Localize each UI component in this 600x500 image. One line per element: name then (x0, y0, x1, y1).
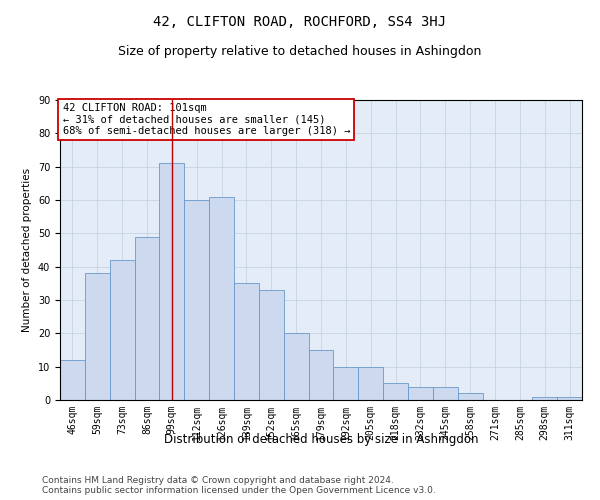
Bar (358, 366, 383, 400)
Bar (383, 384, 408, 400)
Bar (334, 366, 358, 400)
Bar (110, 260, 134, 400)
Bar (284, 334, 308, 400)
Bar (160, 164, 184, 400)
Bar (85, 274, 110, 400)
Text: 42, CLIFTON ROAD, ROCHFORD, SS4 3HJ: 42, CLIFTON ROAD, ROCHFORD, SS4 3HJ (154, 15, 446, 29)
Text: Contains HM Land Registry data © Crown copyright and database right 2024.
Contai: Contains HM Land Registry data © Crown c… (42, 476, 436, 495)
Bar (234, 284, 259, 400)
Bar (184, 200, 209, 400)
Bar (532, 396, 557, 400)
Bar (209, 196, 234, 400)
Bar (433, 386, 458, 400)
Bar (259, 290, 284, 400)
Bar (458, 394, 482, 400)
Text: Distribution of detached houses by size in Ashingdon: Distribution of detached houses by size … (164, 432, 478, 446)
Text: 42 CLIFTON ROAD: 101sqm
← 31% of detached houses are smaller (145)
68% of semi-d: 42 CLIFTON ROAD: 101sqm ← 31% of detache… (62, 103, 350, 136)
Bar (60, 360, 85, 400)
Y-axis label: Number of detached properties: Number of detached properties (22, 168, 32, 332)
Bar (308, 350, 334, 400)
Bar (134, 236, 160, 400)
Bar (408, 386, 433, 400)
Text: Size of property relative to detached houses in Ashingdon: Size of property relative to detached ho… (118, 45, 482, 58)
Bar (557, 396, 582, 400)
